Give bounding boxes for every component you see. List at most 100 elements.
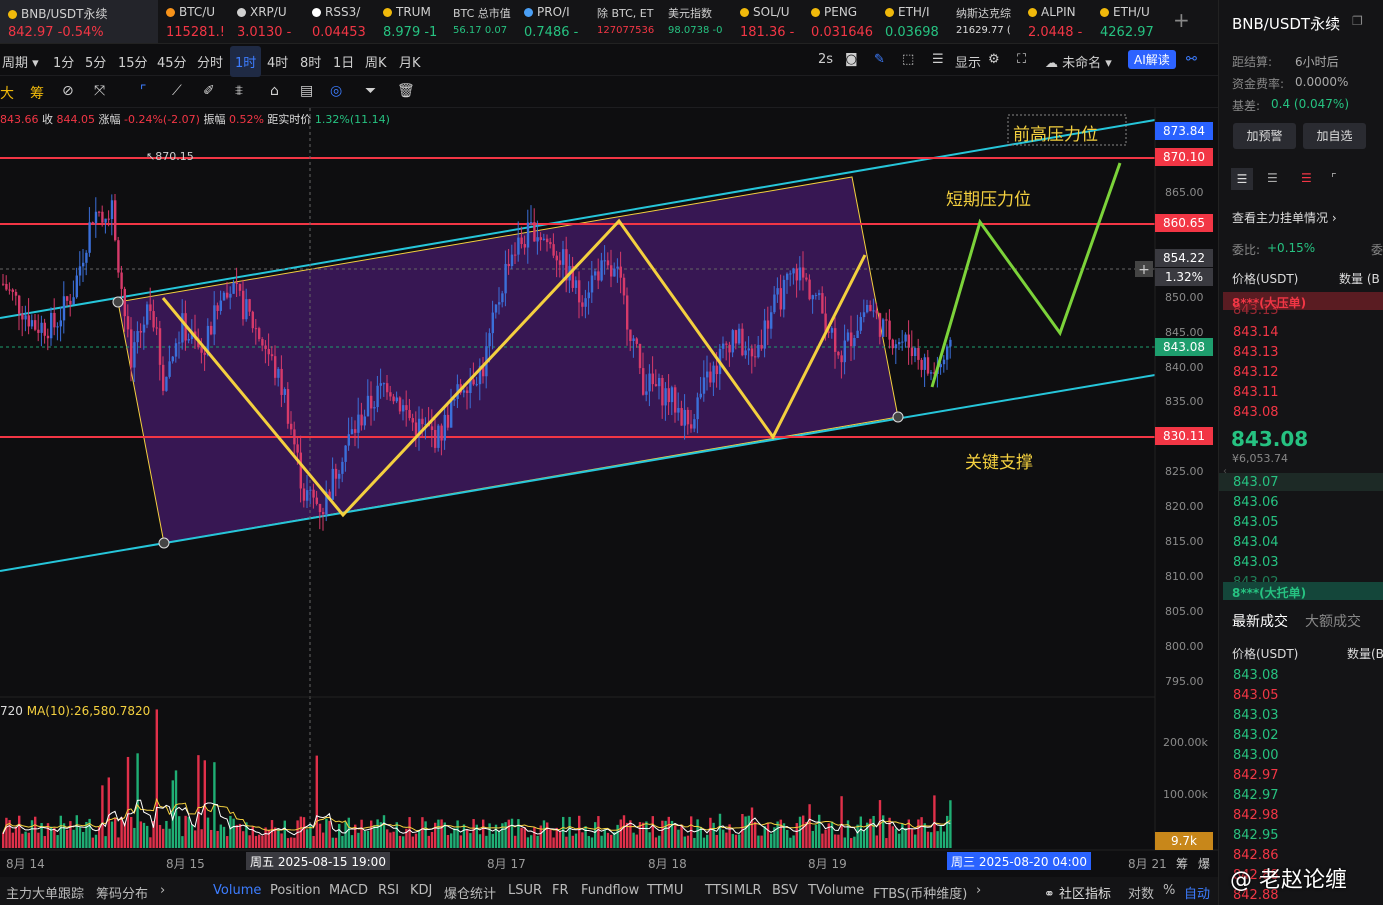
interval-4h[interactable]: 4时 bbox=[267, 56, 289, 71]
ticker-tab[interactable]: 纳斯达克综 21629.77 ( bbox=[948, 0, 1020, 43]
trade-row[interactable]: 842.88 bbox=[1233, 868, 1279, 883]
prev-high-annotation[interactable]: 前高压力位 bbox=[1013, 125, 1098, 145]
indicator-tab-lsur[interactable]: LSUR bbox=[508, 883, 543, 898]
add-tab-button[interactable]: + bbox=[1173, 8, 1190, 32]
indicator-tab-ftbs-[interactable]: FTBS(币种维度) bbox=[873, 887, 968, 902]
lock-icon[interactable]: ⌂ bbox=[270, 83, 279, 99]
indicator-tab-position[interactable]: Position bbox=[270, 883, 321, 898]
chevron-right-icon[interactable]: › bbox=[160, 883, 166, 898]
indicator-tab-fr[interactable]: FR bbox=[552, 883, 569, 898]
big-order-tracking-tab[interactable]: 主力大单跟踪 bbox=[6, 887, 85, 902]
interval-1w[interactable]: 周K bbox=[365, 56, 387, 71]
trade-row[interactable]: 843.03 bbox=[1233, 708, 1279, 723]
big-bid-row[interactable] bbox=[1223, 582, 1383, 600]
ticker-tab[interactable]: RSS3/0.04453 bbox=[304, 0, 375, 43]
chips-distribution-tab[interactable]: 筹码分布 bbox=[96, 887, 149, 902]
trade-row[interactable]: 842.97 bbox=[1233, 788, 1279, 803]
panel-symbol[interactable]: BNB/USDT永续 bbox=[1232, 15, 1341, 33]
ticker-tab[interactable]: TRUM 8.979 -1 bbox=[375, 0, 445, 43]
bid-row[interactable]: 843.03 bbox=[1233, 555, 1279, 570]
ask-row[interactable]: 843.14 bbox=[1233, 325, 1279, 340]
interval-1mo[interactable]: 月K bbox=[399, 56, 421, 71]
pattern-icon[interactable]: ⩨ bbox=[235, 83, 243, 99]
ticker-tab[interactable]: ETH/U 4262.97 bbox=[1092, 0, 1164, 43]
indicator-tab--[interactable]: 爆仓统计 bbox=[444, 887, 497, 902]
indicator-tab-macd[interactable]: MACD bbox=[329, 883, 368, 898]
ask-row[interactable]: 843.13 bbox=[1233, 345, 1279, 360]
bid-row[interactable]: 843.07 bbox=[1233, 475, 1279, 490]
settings-icon[interactable]: ⚙ bbox=[988, 52, 1000, 67]
indicator-tab-mlr[interactable]: MLR bbox=[734, 883, 762, 898]
price-chart[interactable]: + bbox=[0, 0, 1218, 877]
fullscreen-icon[interactable]: ⛶ bbox=[1017, 52, 1027, 67]
collapse-handle-icon[interactable]: ‹ bbox=[1223, 466, 1227, 477]
indicator-tab-ttmu[interactable]: TTMU bbox=[647, 883, 684, 898]
display-button[interactable]: 显示 bbox=[955, 56, 982, 71]
frame-icon[interactable]: ⬚ bbox=[902, 52, 915, 67]
magnet-icon[interactable]: ◎ bbox=[330, 83, 343, 99]
ticker-tab[interactable]: BNB/USDT永续 842.97 -0.54% bbox=[0, 0, 158, 43]
indicator-tab-rsi[interactable]: RSI bbox=[378, 883, 400, 898]
camera-icon[interactable]: ◙ bbox=[845, 52, 858, 67]
ticker-tab[interactable]: XRP/U 3.0130 - bbox=[229, 0, 304, 43]
trade-row[interactable]: 842.95 bbox=[1233, 828, 1279, 843]
indicator-tab-ttsi[interactable]: TTSI bbox=[705, 883, 733, 898]
chips-axis-button[interactable]: 筹 bbox=[1176, 857, 1189, 871]
trade-row[interactable]: 842.86 bbox=[1233, 848, 1279, 863]
ticker-tab[interactable]: ALPIN 2.0448 - bbox=[1020, 0, 1092, 43]
interval-1d[interactable]: 1日 bbox=[333, 56, 355, 71]
brush-icon[interactable]: ✐ bbox=[203, 83, 215, 99]
copy-icon[interactable]: ❐ bbox=[1352, 14, 1363, 28]
ticker-tab[interactable]: 除 BTC, ET 127077536 bbox=[589, 0, 660, 43]
indicator-tab-kdj[interactable]: KDJ bbox=[410, 883, 433, 898]
ai-button[interactable]: AI解读 bbox=[1128, 50, 1176, 69]
ask-row[interactable]: 843.08 bbox=[1233, 405, 1279, 420]
ticker-tab[interactable]: 美元指数 98.0738 -0 bbox=[660, 0, 732, 43]
bid-row[interactable]: 843.06 bbox=[1233, 495, 1279, 510]
bid-row[interactable]: 843.05 bbox=[1233, 515, 1279, 530]
crosshair-tool-icon[interactable]: ⌜ bbox=[140, 83, 147, 99]
ask-row[interactable]: 843.13 bbox=[1233, 303, 1279, 318]
big-ask-row[interactable] bbox=[1223, 292, 1383, 310]
pen-icon[interactable]: ✎ bbox=[874, 52, 885, 67]
note-icon[interactable]: ▤ bbox=[300, 83, 314, 99]
indicator-icon[interactable]: ⊘ bbox=[62, 83, 74, 99]
indicator-tab-bsv[interactable]: BSV bbox=[772, 883, 798, 898]
filter-icon[interactable]: ⏷ bbox=[365, 83, 377, 99]
ticker-tab[interactable]: PENG 0.031646 bbox=[803, 0, 877, 43]
big-order-toggle[interactable]: 大 bbox=[0, 86, 14, 102]
liquidation-axis-button[interactable]: 爆 bbox=[1198, 857, 1211, 871]
add-favorite-btn[interactable]: 加自选 bbox=[1303, 123, 1366, 149]
ticker-tab[interactable]: BTC/U 115281.! bbox=[158, 0, 229, 43]
key-support-annotation[interactable]: 关键支撑 bbox=[965, 453, 1033, 473]
percent-scale-toggle[interactable]: % bbox=[1163, 883, 1176, 898]
tab-latest-trades[interactable]: 最新成交 bbox=[1232, 614, 1288, 630]
interval-timeline[interactable]: 分时 bbox=[197, 56, 224, 71]
trade-row[interactable]: 843.02 bbox=[1233, 728, 1279, 743]
trade-row[interactable]: 842.98 bbox=[1233, 808, 1279, 823]
interval-8h[interactable]: 8时 bbox=[300, 56, 322, 71]
auto-scale-toggle[interactable]: 自动 bbox=[1184, 887, 1211, 902]
trade-row[interactable]: 843.00 bbox=[1233, 748, 1279, 763]
book-asks-icon[interactable]: ☰ bbox=[1301, 171, 1312, 185]
trade-row[interactable]: 842.88 bbox=[1233, 888, 1279, 903]
ask-row[interactable]: 843.11 bbox=[1233, 385, 1279, 400]
interval-45m[interactable]: 45分 bbox=[157, 56, 187, 71]
indicator-tab-fundflow[interactable]: Fundflow bbox=[581, 883, 640, 898]
ticker-tab[interactable]: PRO/I 0.7486 - bbox=[516, 0, 589, 43]
interval-1m[interactable]: 1分 bbox=[53, 56, 75, 71]
trade-row[interactable]: 843.05 bbox=[1233, 688, 1279, 703]
main-orders-link[interactable]: 查看主力挂单情况 › bbox=[1232, 211, 1337, 225]
indicator-tab-volume[interactable]: Volume bbox=[213, 883, 262, 898]
trash-icon[interactable]: 🗑 bbox=[397, 83, 415, 99]
chevron-right-icon[interactable]: › bbox=[976, 883, 982, 898]
book-bids-icon[interactable]: ☰ bbox=[1267, 171, 1278, 185]
indicator-tab-tvolume[interactable]: TVolume bbox=[808, 883, 865, 898]
compare-icon[interactable]: ⤧ bbox=[94, 83, 106, 99]
interval-5m[interactable]: 5分 bbox=[85, 56, 107, 71]
interval-15m[interactable]: 15分 bbox=[118, 56, 148, 71]
share-icon[interactable]: ⚯ bbox=[1186, 52, 1197, 67]
ticker-tab[interactable]: SOL/U 181.36 - bbox=[732, 0, 803, 43]
book-settings-icon[interactable]: ⌜ bbox=[1331, 171, 1337, 185]
chips-toggle[interactable]: 筹 bbox=[30, 86, 44, 102]
